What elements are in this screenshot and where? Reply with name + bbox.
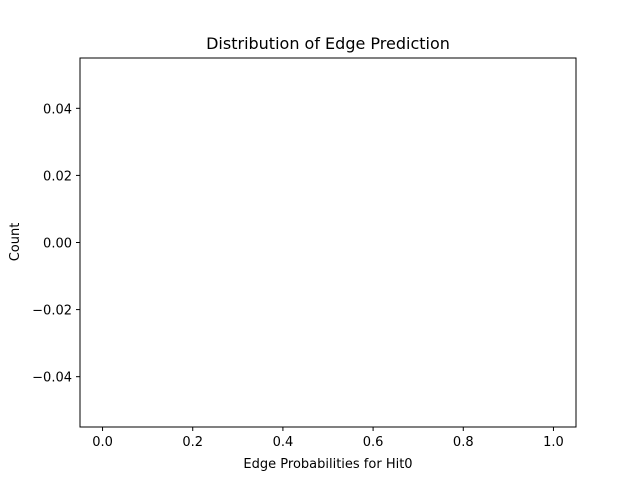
y-axis-ticks: 0.04 0.02 0.00 −0.02 −0.04: [32, 102, 80, 386]
x-tick-label: 0.4: [273, 435, 294, 450]
x-tick-label: 0.8: [453, 435, 474, 450]
y-tick-label: −0.02: [32, 304, 72, 319]
x-tick-label: 0.6: [363, 435, 384, 450]
x-tick-label: 0.2: [182, 435, 203, 450]
chart-title: Distribution of Edge Prediction: [206, 34, 450, 53]
y-tick-label: −0.04: [32, 371, 72, 386]
y-tick-label: 0.00: [43, 237, 72, 252]
x-axis-label: Edge Probabilities for Hit0: [243, 457, 412, 472]
y-axis-label: Count: [8, 223, 23, 262]
y-tick-label: 0.04: [43, 102, 72, 117]
x-tick-label: 1.0: [543, 435, 564, 450]
x-axis-ticks: 0.0 0.2 0.4 0.6 0.8 1.0: [92, 427, 564, 450]
axes-frame: [79, 57, 577, 428]
y-tick-label: 0.02: [43, 169, 72, 184]
x-tick-label: 0.0: [92, 435, 113, 450]
